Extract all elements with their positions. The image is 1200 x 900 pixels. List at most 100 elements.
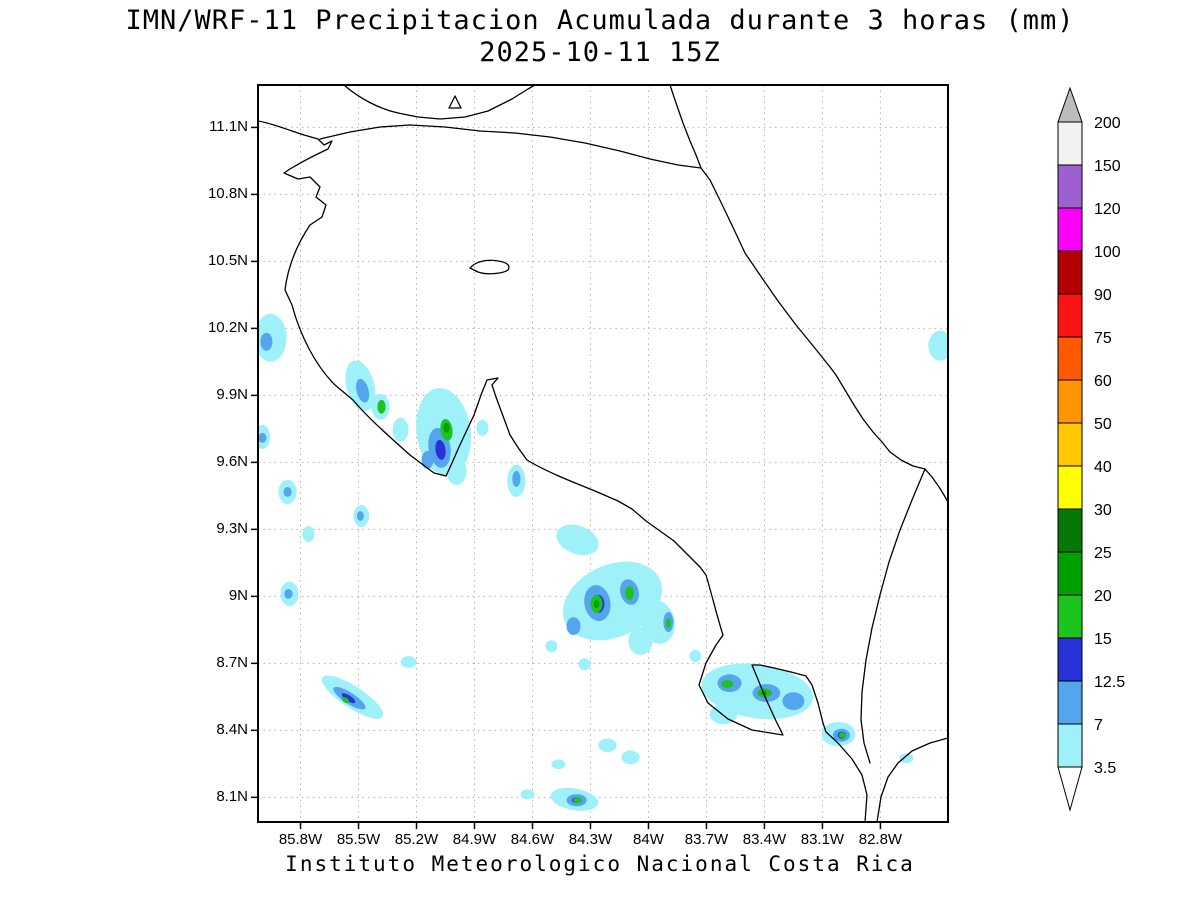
- colorbar-level-label: 75: [1094, 330, 1112, 347]
- colorbar-level-label: 100: [1094, 244, 1121, 261]
- precip-cell: [476, 419, 489, 436]
- precip-cell: [566, 617, 581, 635]
- precip-cell: [689, 650, 702, 662]
- lat-tick-label: 9.6N: [216, 453, 248, 471]
- precip-cell: [392, 417, 409, 442]
- colorbar-below-triangle: [1057, 766, 1083, 812]
- precip-cell: [578, 658, 591, 671]
- precip-cell: [356, 511, 364, 521]
- precip-cell: [283, 487, 292, 497]
- precip-cell: [545, 640, 558, 653]
- axis-ticks: [251, 126, 882, 829]
- colorbar-segment: [1057, 680, 1083, 725]
- colorbar-segment: [1057, 250, 1083, 295]
- precip-cell: [356, 378, 370, 403]
- precip-cell: [377, 399, 386, 414]
- precipitation-map: [251, 84, 949, 829]
- precip-cell: [625, 586, 634, 600]
- chart-subtitle: 2025-10-11 15Z: [479, 37, 721, 68]
- precip-cell: [573, 797, 582, 804]
- precip-cell: [446, 456, 467, 485]
- precip-cell: [400, 656, 417, 668]
- lat-tick-label: 11.1N: [209, 118, 248, 136]
- colorbar-level-label: 7: [1094, 717, 1103, 734]
- pacific-coastline: [258, 120, 868, 822]
- colorbar-level-label: 200: [1094, 115, 1121, 132]
- lon-tick-label: 85.5W: [336, 831, 381, 848]
- precip-cell: [435, 439, 446, 460]
- burica-chiriqui-coastline: [876, 737, 948, 822]
- panama-border: [860, 468, 926, 764]
- nicaragua-border: [319, 124, 702, 169]
- colorbar-segment: [1057, 379, 1083, 424]
- precip-cell: [443, 422, 450, 433]
- lat-tick-label: 8.7N: [216, 654, 248, 672]
- lake-nicaragua-shore: [343, 85, 536, 120]
- colorbar-segment: [1057, 207, 1083, 252]
- precip-cell: [421, 451, 434, 469]
- colorbar-level-label: 20: [1094, 588, 1112, 605]
- precip-cell: [628, 626, 653, 656]
- precipitation-shading: [258, 313, 948, 811]
- lon-tick-label: 84.3W: [568, 831, 613, 848]
- lat-tick-label: 8.4N: [216, 721, 248, 739]
- precip-cell: [520, 789, 535, 800]
- colorbar-level-label: 120: [1094, 201, 1121, 218]
- colorbar-segment: [1057, 293, 1083, 338]
- lon-tick-label: 84.9W: [452, 831, 497, 848]
- lat-tick-label: 8.1N: [216, 788, 248, 806]
- precip-cell: [782, 692, 805, 710]
- precip-cell: [665, 618, 671, 629]
- precip-cell: [551, 759, 566, 770]
- colorbar-level-label: 40: [1094, 459, 1112, 476]
- precip-cell: [302, 526, 315, 543]
- colorbar-segment: [1057, 551, 1083, 596]
- precip-cell: [562, 561, 663, 641]
- caribbean-coastline: [669, 85, 948, 503]
- colorbar-segment: [1057, 637, 1083, 682]
- footer-credit: Instituto Meteorologico Nacional Costa R…: [285, 852, 915, 876]
- lat-tick-label: 9.9N: [216, 386, 248, 404]
- colorbar-segment: [1057, 121, 1083, 166]
- precip-cell: [260, 332, 273, 351]
- colorbar-level-label: 60: [1094, 373, 1112, 390]
- lon-tick-label: 84W: [633, 831, 664, 848]
- colorbar-level-label: 12.5: [1094, 674, 1125, 691]
- grid-lines: [258, 85, 948, 822]
- precip-cell: [341, 693, 356, 704]
- lon-tick-label: 85.2W: [394, 831, 439, 848]
- colorbar-level-label: 90: [1094, 287, 1112, 304]
- lat-tick-label: 9N: [228, 587, 248, 605]
- precip-cell: [598, 738, 617, 753]
- colorbar-level-label: 25: [1094, 545, 1112, 562]
- lake-arenal: [469, 259, 510, 275]
- precip-cell: [512, 470, 521, 487]
- colorbar-segment: [1057, 465, 1083, 510]
- colorbar-level-label: 3.5: [1094, 760, 1116, 777]
- map-frame: [257, 84, 949, 823]
- lat-tick-label: 10.8N: [207, 185, 248, 203]
- precip-cell: [341, 697, 350, 704]
- lon-tick-label: 83.4W: [742, 831, 787, 848]
- colorbar-segment: [1057, 594, 1083, 639]
- precip-cell: [556, 524, 599, 556]
- lat-tick-label: 10.2N: [207, 319, 248, 337]
- chart-title: IMN/WRF-11 Precipitacion Acumulada duran…: [125, 5, 1075, 36]
- colorbar-level-label: 150: [1094, 158, 1121, 175]
- colorbar-above-triangle: [1057, 86, 1083, 123]
- colorbar-segment: [1057, 508, 1083, 553]
- colorbar-segment: [1057, 422, 1083, 467]
- lon-tick-label: 83.1W: [800, 831, 845, 848]
- colorbar-segment: [1057, 723, 1083, 768]
- lake-island: [448, 95, 462, 109]
- precip-cell: [838, 732, 846, 739]
- precip-cell: [593, 599, 600, 608]
- precip-cell: [928, 330, 948, 361]
- precip-cell: [899, 753, 914, 764]
- lon-tick-label: 85.8W: [278, 831, 323, 848]
- lon-tick-label: 82.8W: [858, 831, 903, 848]
- lon-tick-label: 83.7W: [684, 831, 729, 848]
- coastline: [258, 85, 948, 822]
- lon-tick-label: 84.6W: [510, 831, 555, 848]
